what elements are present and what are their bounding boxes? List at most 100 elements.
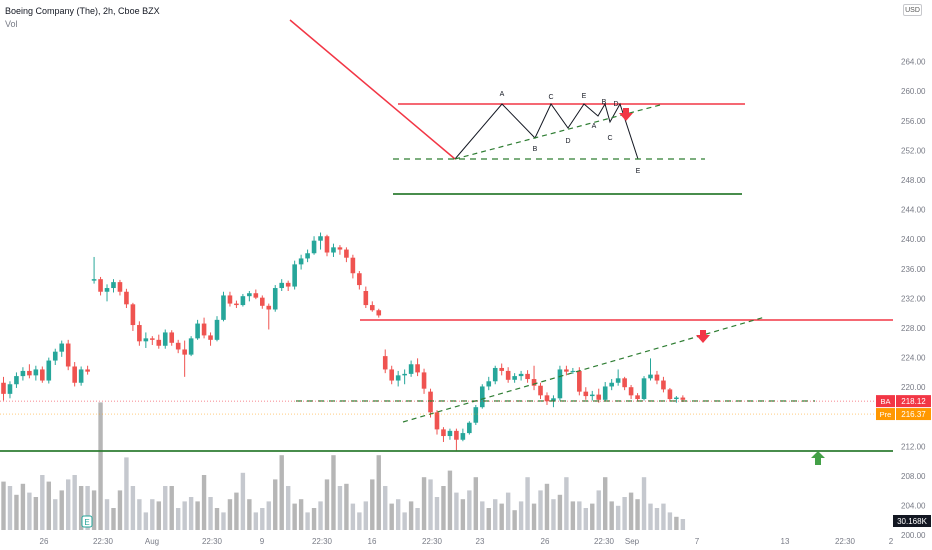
volume-bar <box>590 503 595 530</box>
price-tick-label: 220.00 <box>901 383 926 392</box>
time-tick-label: 9 <box>260 537 265 546</box>
candle-body <box>91 279 97 281</box>
candle-body <box>525 373 530 380</box>
candle-body <box>376 310 382 316</box>
dashed-trend-line[interactable] <box>402 316 766 423</box>
volume-bar <box>641 477 647 530</box>
candle-body <box>266 305 272 310</box>
volume-bar <box>518 501 524 530</box>
price-tick-label: 244.00 <box>901 206 926 215</box>
volume-bar <box>292 503 297 530</box>
time-tick-label: 13 <box>781 537 790 546</box>
volume-bar <box>363 501 369 530</box>
time-axis[interactable]: 26 22:30 Aug 22:30 9 22:30 16 22:30 23 26 22:30 Sep… <box>40 537 894 546</box>
volume-bar <box>305 512 310 530</box>
candle-body <box>635 395 640 400</box>
currency-button[interactable]: USD <box>903 4 922 16</box>
candle-body <box>402 373 407 376</box>
candle-body <box>20 370 26 377</box>
candle-body <box>421 372 427 389</box>
candle-body <box>201 323 207 336</box>
candle-body <box>285 282 291 287</box>
volume-bar <box>376 455 381 530</box>
price-tick-label: 212.00 <box>901 442 926 451</box>
volume-bar <box>14 494 19 530</box>
candle-body <box>143 338 149 342</box>
earnings-icon[interactable] <box>81 515 93 528</box>
candle-body <box>85 369 90 372</box>
candle-body <box>175 342 181 350</box>
candle-body <box>369 305 375 311</box>
trend-line[interactable] <box>289 19 456 160</box>
volume-bar <box>137 499 142 530</box>
pattern-label: A <box>592 123 597 130</box>
candle-body <box>104 288 110 292</box>
candle-body <box>169 332 175 343</box>
volume-bar <box>260 508 265 530</box>
volume-bar <box>273 479 278 530</box>
candle-body <box>486 381 492 387</box>
candle-body <box>137 325 142 342</box>
price-axis[interactable]: 200.00204.00208.00212.00216.00220.00224.… <box>876 58 931 541</box>
candle-body <box>499 367 504 371</box>
price-tick-label: 240.00 <box>901 235 926 244</box>
candle-body <box>117 282 123 292</box>
candle-body <box>162 332 168 346</box>
candle-body <box>188 338 194 355</box>
volume-bar <box>583 508 588 530</box>
volume-bar <box>188 497 194 530</box>
candle-body <box>479 386 485 408</box>
volume-bar <box>648 503 653 530</box>
candle-body <box>7 384 13 394</box>
candle-body <box>389 369 394 381</box>
volume-bar <box>603 477 608 530</box>
candle-body <box>318 236 323 241</box>
candle-body <box>350 257 356 274</box>
candle-body <box>111 282 116 289</box>
candle-body <box>214 319 220 340</box>
candle-body <box>408 364 414 374</box>
volume-bar <box>143 512 149 530</box>
volume-bar <box>27 492 32 530</box>
bullish-arrow-icon <box>811 451 825 465</box>
volume-bar <box>285 486 291 530</box>
candle-body <box>531 379 537 386</box>
candle-body <box>324 236 330 253</box>
volume-bar <box>156 501 161 530</box>
time-tick-label: 2 <box>889 537 894 546</box>
volume-bar <box>20 483 26 530</box>
volume-bar <box>279 455 284 530</box>
volume-bar <box>318 501 323 530</box>
candle-body <box>59 343 65 352</box>
volume-bar <box>473 477 479 530</box>
candle-body <box>337 247 343 250</box>
pattern-label: B <box>533 146 538 153</box>
candle-body <box>538 385 543 396</box>
candle-body <box>460 433 466 440</box>
volume-bar <box>480 501 485 530</box>
candle-body <box>492 367 498 382</box>
volume-bar <box>91 490 97 530</box>
time-tick-label: 26 <box>40 537 49 546</box>
volume-bar <box>596 490 601 530</box>
volume-bar <box>512 510 517 530</box>
candle-body <box>363 291 369 306</box>
candle-body <box>615 378 621 383</box>
candle-body <box>609 382 614 387</box>
volume-bar <box>525 477 530 530</box>
candle-body <box>570 370 576 372</box>
candle-body <box>40 369 45 381</box>
volume-bar <box>201 475 207 530</box>
candle-body <box>473 407 479 423</box>
price-tick-label: 208.00 <box>901 472 926 481</box>
volume-bar <box>344 483 349 530</box>
time-tick-label: 7 <box>695 537 700 546</box>
candle-body <box>124 291 129 305</box>
candle-body <box>551 398 556 402</box>
volume-bar <box>454 492 459 530</box>
volume-bar <box>169 486 174 530</box>
candle-body <box>27 370 32 376</box>
candle-body <box>78 369 84 383</box>
candle-body <box>512 376 517 380</box>
